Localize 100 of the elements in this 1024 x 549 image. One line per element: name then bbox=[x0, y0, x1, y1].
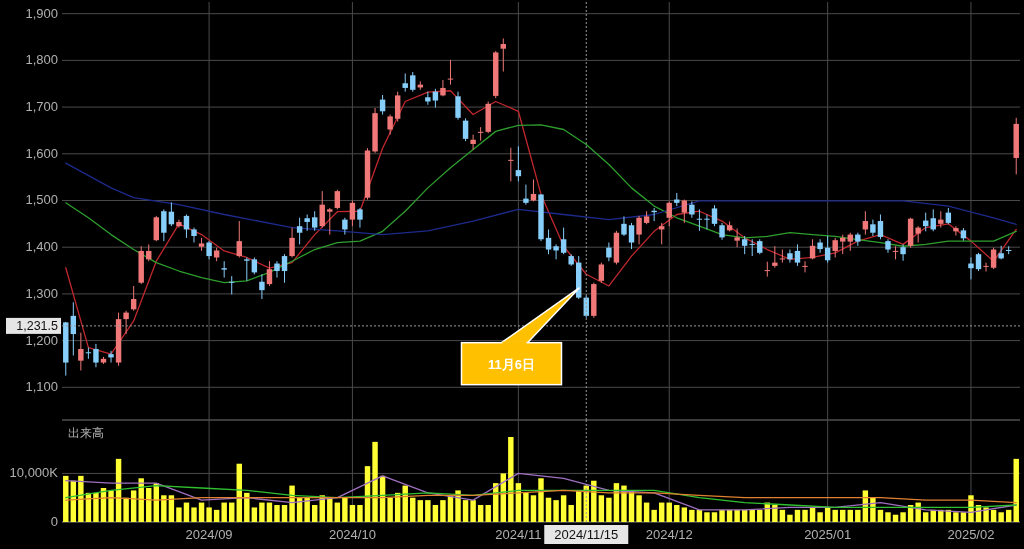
candlestick bbox=[553, 243, 559, 260]
candlestick bbox=[892, 245, 899, 260]
bar bbox=[922, 512, 929, 522]
candlestick bbox=[666, 200, 672, 227]
candlestick bbox=[402, 72, 408, 93]
candlestick bbox=[281, 253, 288, 284]
candlestick bbox=[394, 91, 401, 123]
candlestick bbox=[161, 208, 167, 242]
candlestick bbox=[296, 217, 303, 245]
bar bbox=[772, 505, 778, 522]
bar bbox=[734, 509, 740, 522]
bar bbox=[568, 505, 574, 522]
bar bbox=[274, 505, 280, 522]
bar bbox=[651, 509, 657, 522]
bar bbox=[719, 509, 725, 522]
bar bbox=[191, 507, 197, 522]
text: 出来高 bbox=[68, 426, 104, 440]
candlestick bbox=[764, 261, 771, 278]
bar bbox=[704, 512, 710, 522]
candlestick bbox=[221, 260, 227, 279]
y-tick-label: 1,500 bbox=[25, 192, 58, 208]
candlestick bbox=[998, 245, 1004, 260]
candlestick bbox=[636, 215, 642, 245]
bar bbox=[176, 507, 182, 522]
bar bbox=[477, 505, 484, 522]
candlestick bbox=[628, 222, 635, 250]
candlestick bbox=[357, 207, 363, 229]
candlestick bbox=[749, 238, 755, 257]
bar bbox=[93, 492, 99, 522]
candlestick bbox=[930, 208, 936, 232]
bar bbox=[161, 495, 167, 522]
candlestick bbox=[990, 247, 997, 270]
bar bbox=[304, 497, 310, 522]
bar bbox=[832, 509, 838, 522]
line-series bbox=[65, 162, 1017, 236]
y-tick-label: 1,600 bbox=[25, 145, 58, 161]
bar bbox=[855, 509, 861, 522]
annotation: 11月6日 bbox=[487, 356, 535, 372]
bar bbox=[802, 509, 808, 522]
candlestick bbox=[975, 252, 982, 272]
candlestick bbox=[477, 126, 484, 142]
line-series bbox=[65, 124, 1017, 284]
candlestick bbox=[787, 249, 793, 264]
bar bbox=[606, 497, 612, 522]
candlestick bbox=[734, 228, 740, 248]
bar bbox=[787, 514, 793, 522]
bar bbox=[168, 495, 175, 522]
bar bbox=[327, 497, 333, 522]
candlestick bbox=[508, 147, 514, 182]
bar bbox=[221, 502, 227, 522]
bar bbox=[998, 512, 1004, 522]
candlestick bbox=[342, 217, 348, 236]
candlestick bbox=[598, 262, 605, 284]
line-series bbox=[65, 484, 1017, 509]
bar bbox=[636, 495, 642, 522]
bar bbox=[523, 492, 529, 522]
bar bbox=[372, 441, 378, 522]
candlestick bbox=[425, 91, 431, 106]
bar bbox=[779, 509, 786, 522]
candlestick bbox=[447, 59, 454, 86]
candlestick bbox=[983, 262, 989, 272]
candlestick bbox=[108, 350, 114, 364]
candlestick bbox=[900, 243, 906, 262]
candlestick bbox=[319, 190, 325, 229]
candlestick bbox=[206, 240, 212, 260]
candlestick bbox=[349, 199, 356, 227]
x-tick-label: 2025/02 bbox=[947, 527, 995, 542]
candlestick bbox=[274, 260, 280, 279]
bar bbox=[251, 507, 258, 522]
x-tick-label: 2024/12 bbox=[645, 527, 693, 542]
bar bbox=[553, 500, 559, 522]
bar bbox=[538, 478, 544, 522]
candlestick bbox=[153, 215, 160, 242]
candlestick bbox=[704, 214, 710, 230]
bar bbox=[334, 502, 341, 522]
candlestick bbox=[470, 134, 476, 151]
x-tick-label: 2024/11 bbox=[495, 527, 542, 542]
candlestick bbox=[741, 235, 748, 255]
bar bbox=[432, 505, 439, 522]
bar bbox=[643, 502, 650, 522]
candlestick bbox=[259, 273, 265, 300]
candlestick bbox=[523, 184, 529, 206]
y-tick-label: 1,300 bbox=[25, 285, 58, 301]
bar bbox=[440, 500, 446, 522]
bar bbox=[885, 512, 891, 522]
candlestick bbox=[515, 145, 522, 182]
bar bbox=[229, 502, 235, 522]
bar bbox=[900, 512, 906, 522]
y-tick-label: 1,100 bbox=[25, 379, 58, 395]
y-tick-label: 0 bbox=[50, 514, 58, 529]
bar bbox=[598, 495, 605, 522]
candlestick bbox=[191, 227, 197, 244]
bar bbox=[983, 507, 989, 522]
line-series bbox=[65, 489, 1017, 504]
y-tick-label: 1,800 bbox=[25, 52, 58, 68]
x-tick-label: 2025/01 bbox=[804, 527, 852, 542]
bar bbox=[530, 495, 537, 522]
bar bbox=[123, 497, 129, 522]
bar bbox=[840, 509, 846, 522]
candlestick bbox=[696, 208, 703, 232]
